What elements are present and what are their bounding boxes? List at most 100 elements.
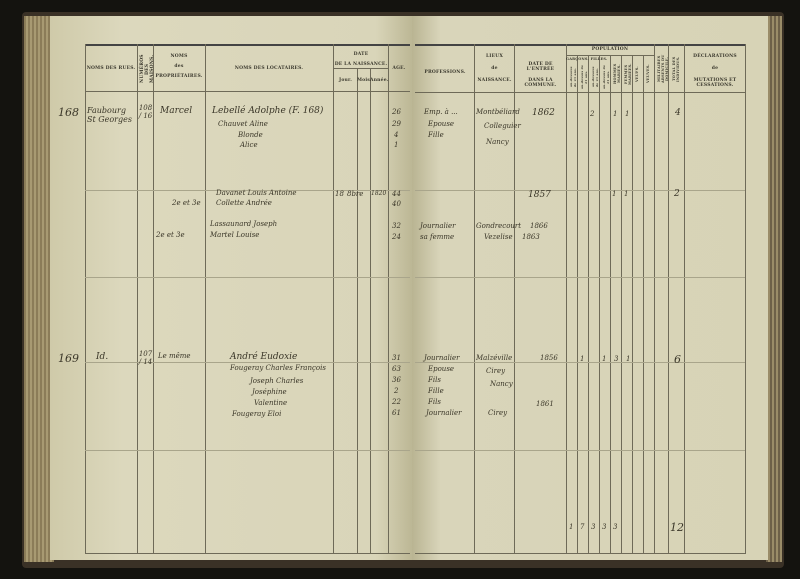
- lieu: Montbéliard: [476, 108, 520, 116]
- pop: 1: [624, 190, 629, 198]
- age: 44: [392, 190, 401, 198]
- header-pop-col: VEUFS.: [635, 66, 639, 82]
- entree: 1861: [536, 400, 554, 408]
- h: de: [491, 66, 498, 71]
- locataire: Chauvet Aline: [218, 120, 268, 128]
- header-pop-col: FEMMES MARIÉES.: [624, 63, 632, 85]
- total-pop: 3: [591, 523, 596, 531]
- total: 6: [674, 353, 681, 366]
- header-jour: Jour.: [339, 78, 352, 83]
- rue: Faubourg St Georges: [87, 106, 132, 124]
- left-page: [50, 16, 412, 560]
- h: NOMS: [170, 54, 188, 59]
- pop: 3: [614, 355, 619, 363]
- profession: Journalier: [426, 409, 462, 417]
- h: LIEUX: [485, 54, 504, 59]
- profession: Epouse: [428, 120, 455, 128]
- locataire: Joseph Charles: [250, 377, 304, 385]
- age: 63: [392, 365, 401, 373]
- header-garcons: GARÇONS.: [566, 57, 589, 61]
- header-annee: Année.: [370, 78, 389, 83]
- jour: 18: [335, 190, 344, 198]
- numero: 108 / 16: [138, 104, 153, 120]
- header-pop-col: au-dessus de 21 ans.: [580, 64, 588, 90]
- pop: 1: [626, 355, 631, 363]
- header-filles: FILLES.: [590, 57, 608, 61]
- total: 4: [675, 108, 681, 118]
- age: 26: [392, 108, 401, 116]
- profession: Fils: [428, 398, 441, 406]
- page-edges: [24, 16, 54, 562]
- locataire: Joséphine: [252, 388, 287, 396]
- profession: Journalier: [420, 222, 456, 230]
- age: 2: [394, 387, 399, 395]
- proprietaire: Le même: [158, 352, 191, 360]
- header-entree: DATE DE L'ENTRÉE DANS LA COMMUNE.: [515, 62, 566, 88]
- header-professions: PROFESSIONS.: [424, 70, 466, 75]
- locataire: Davanet Louis Antoine: [216, 189, 297, 197]
- lieu: Cirey: [488, 409, 508, 417]
- h: DANS LA COMMUNE.: [524, 78, 557, 88]
- locataire: Lebellé Adolphe (F. 168): [212, 106, 324, 116]
- age: 29: [392, 120, 401, 128]
- header-numeros: NUMÉROS DES MAISONS.: [140, 54, 155, 84]
- h: NAISSANCE.: [477, 78, 512, 83]
- lieu: Vezelise: [484, 233, 513, 241]
- age: 31: [392, 354, 401, 362]
- locataire: Alice: [240, 141, 258, 149]
- profession: sa femme: [420, 233, 455, 241]
- header-proprietaires: NOMS des PROPRIÉTAIRES.: [154, 54, 204, 79]
- total: 2: [674, 189, 680, 199]
- age: 1: [394, 141, 399, 149]
- profession: Emp. à ...: [424, 108, 458, 116]
- lieu: Gondrecourt: [476, 222, 522, 230]
- h: des: [174, 64, 184, 69]
- profession: Fils: [428, 376, 441, 384]
- age: 4: [394, 131, 399, 139]
- annee: 1820: [371, 190, 387, 197]
- entree: 1857: [528, 190, 551, 200]
- lieu: Nancy: [490, 380, 513, 388]
- header-population: POPULATION: [591, 47, 629, 52]
- h: DÉCLARATIONS: [693, 54, 737, 59]
- entree: 1862: [532, 108, 555, 118]
- h: PROPRIÉTAIRES.: [155, 74, 203, 79]
- header-pop-col: au-dessus de 21 ans.: [602, 64, 610, 90]
- folio: 169: [58, 352, 79, 365]
- header-total: TOTAL DES INDIVIDUS.: [672, 56, 680, 82]
- header-pop-col: au-dessous de 21 ans.: [569, 66, 577, 88]
- age: 61: [392, 409, 401, 417]
- folio: 168: [58, 106, 79, 119]
- age: 36: [392, 376, 401, 384]
- total-pop: 1: [569, 523, 574, 531]
- h: de: [711, 66, 719, 71]
- entree: 1863: [522, 233, 540, 241]
- pop: 1: [602, 355, 607, 363]
- pop: 1: [580, 355, 585, 363]
- age: 40: [392, 200, 401, 208]
- header-declarations: DÉCLARATIONS de MUTATIONS ET CESSATIONS.: [685, 54, 745, 88]
- header-rue: NOMS DES RUES.: [86, 66, 136, 71]
- profession: Journalier: [424, 354, 460, 362]
- lieu: Colleguier: [484, 122, 521, 130]
- pop: 1: [613, 110, 618, 118]
- locataire: Valentine: [254, 399, 288, 407]
- h: MUTATIONS ET CESSATIONS.: [693, 78, 737, 88]
- lieu: Nancy: [486, 138, 509, 146]
- total-pop: 3: [602, 523, 607, 531]
- proprietaire: 2e et 3e: [156, 231, 185, 239]
- total-pop: 3: [613, 523, 618, 531]
- locataire: Lassaunard Joseph: [210, 220, 278, 228]
- h: DATE: [353, 52, 369, 57]
- age: 24: [392, 233, 401, 241]
- total-pop: 7: [580, 523, 585, 531]
- lieu: Malzéville: [476, 354, 513, 362]
- locataire: Blonde: [238, 131, 263, 139]
- profession: Epouse: [428, 365, 455, 373]
- pop: 1: [612, 190, 617, 198]
- right-page: [412, 16, 768, 560]
- header-pop-col: VEUVES.: [646, 64, 650, 84]
- locataire: Collette Andrée: [216, 199, 272, 207]
- lieu: Cirey: [486, 367, 506, 375]
- header-mois: Mois.: [357, 78, 372, 83]
